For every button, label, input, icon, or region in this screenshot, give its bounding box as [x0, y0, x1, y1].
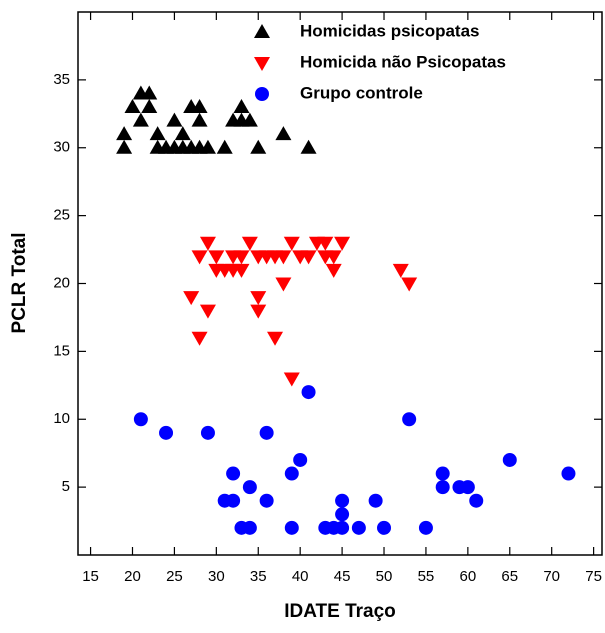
y-axis-title: PCLR Total	[9, 233, 30, 334]
point	[275, 277, 292, 292]
legend-marker	[254, 57, 270, 71]
point	[116, 139, 133, 154]
y-tick-label: 35	[53, 71, 70, 88]
point	[226, 466, 241, 481]
point	[325, 263, 342, 278]
x-tick-label: 15	[82, 568, 99, 585]
point	[226, 493, 241, 508]
point	[368, 493, 383, 508]
y-tick-label: 20	[53, 274, 70, 291]
point	[402, 412, 417, 427]
point	[283, 236, 300, 251]
point	[149, 126, 166, 141]
point	[191, 99, 208, 114]
point	[335, 520, 350, 535]
point	[401, 277, 418, 292]
point	[241, 236, 258, 251]
point	[183, 291, 200, 306]
point	[267, 331, 284, 346]
point	[133, 412, 148, 427]
point	[284, 520, 299, 535]
point	[300, 250, 317, 265]
y-tick-label: 15	[53, 342, 70, 359]
point	[335, 493, 350, 508]
point	[293, 452, 308, 467]
point	[418, 520, 433, 535]
point	[233, 250, 250, 265]
y-tick-label: 5	[62, 478, 70, 495]
y-tick-label: 10	[53, 410, 70, 427]
point	[199, 304, 216, 319]
x-tick-label: 70	[543, 568, 560, 585]
point	[199, 236, 216, 251]
point	[250, 291, 267, 306]
point	[325, 250, 342, 265]
point	[283, 372, 300, 387]
y-tick-label: 25	[53, 207, 70, 224]
x-tick-label: 45	[334, 568, 351, 585]
point	[502, 452, 517, 467]
x-tick-label: 65	[501, 568, 518, 585]
point	[233, 263, 250, 278]
point	[124, 99, 141, 114]
point	[377, 520, 392, 535]
legend-text: Homicida não Psicopatas	[300, 52, 506, 71]
point	[199, 139, 216, 154]
point	[334, 236, 351, 251]
x-tick-label: 50	[376, 568, 393, 585]
x-axis-title: IDATE Traço	[284, 601, 396, 622]
point	[301, 385, 316, 400]
x-tick-label: 75	[585, 568, 602, 585]
point	[208, 250, 225, 265]
point	[166, 112, 183, 127]
point	[259, 425, 274, 440]
legend-text: Grupo controle	[300, 83, 423, 102]
legend-marker	[254, 24, 270, 38]
point	[300, 139, 317, 154]
y-tick-label: 30	[53, 139, 70, 156]
point	[250, 139, 267, 154]
point	[250, 304, 267, 319]
point	[242, 480, 257, 495]
point	[141, 85, 158, 100]
x-tick-label: 30	[208, 568, 225, 585]
point	[216, 139, 233, 154]
point	[141, 99, 158, 114]
point	[159, 425, 174, 440]
point	[469, 493, 484, 508]
legend-text: Homicidas psicopatas	[300, 21, 480, 40]
legend-marker	[255, 87, 269, 101]
x-tick-label: 25	[166, 568, 183, 585]
point	[435, 466, 450, 481]
point	[351, 520, 366, 535]
point	[435, 480, 450, 495]
point	[174, 126, 191, 141]
point	[335, 507, 350, 522]
point	[259, 493, 274, 508]
point	[561, 466, 576, 481]
point	[284, 466, 299, 481]
point	[275, 250, 292, 265]
point	[191, 331, 208, 346]
x-tick-label: 35	[250, 568, 267, 585]
point	[242, 520, 257, 535]
point	[200, 425, 215, 440]
point	[233, 99, 250, 114]
point	[241, 112, 258, 127]
point	[317, 236, 334, 251]
point	[191, 250, 208, 265]
point	[191, 112, 208, 127]
point	[392, 263, 409, 278]
point	[132, 112, 149, 127]
point	[460, 480, 475, 495]
point	[116, 126, 133, 141]
x-tick-label: 40	[292, 568, 309, 585]
x-tick-label: 20	[124, 568, 141, 585]
x-tick-label: 60	[460, 568, 477, 585]
x-tick-label: 55	[418, 568, 435, 585]
point	[275, 126, 292, 141]
